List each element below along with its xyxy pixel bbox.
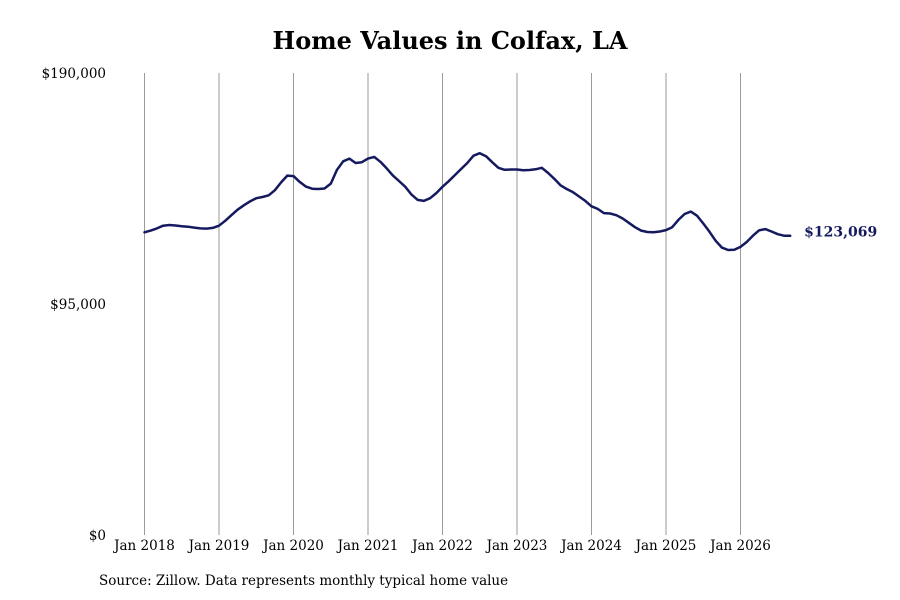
x-tick-label: Jan 2021: [336, 538, 399, 554]
x-tick-label: Jan 2025: [634, 538, 697, 554]
x-tick-label: Jan 2018: [112, 538, 175, 554]
x-tick-label: Jan 2019: [187, 538, 250, 554]
chart-title: Home Values in Colfax, LA: [272, 26, 628, 55]
home-value-line: [143, 151, 792, 252]
y-tick-label: $190,000: [42, 66, 106, 82]
x-axis-tick-labels: Jan 2018 Jan 2019 Jan 2020 Jan 2021 Jan 2022…: [112, 538, 771, 554]
y-tick-label: $0: [89, 528, 106, 544]
y-axis-tick-labels: $0 $95,000 $190,000: [42, 66, 106, 544]
x-tick-label: Jan 2020: [261, 538, 324, 554]
vertical-grid: [144, 73, 741, 535]
latest-value-label: $123,069: [804, 225, 877, 241]
x-tick-label: Jan 2022: [410, 538, 473, 554]
x-tick-label: Jan 2026: [708, 538, 771, 554]
y-tick-label: $95,000: [50, 297, 106, 313]
x-tick-label: Jan 2024: [559, 538, 622, 554]
x-tick-label: Jan 2023: [485, 538, 548, 554]
source-note: Source: Zillow. Data represents monthly …: [99, 573, 509, 589]
